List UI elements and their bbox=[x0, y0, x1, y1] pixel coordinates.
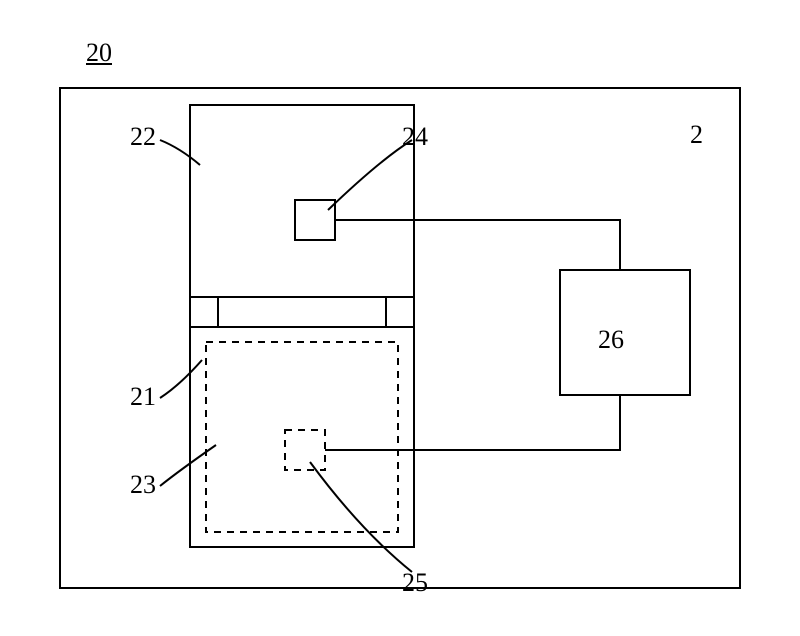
figure-number: 20 bbox=[86, 38, 112, 68]
label-dashed-block: 23 bbox=[130, 470, 156, 500]
diagram-canvas bbox=[0, 0, 800, 636]
label-upper-block: 22 bbox=[130, 122, 156, 152]
label-right-block: 26 bbox=[598, 325, 624, 355]
label-small-dashed: 25 bbox=[402, 568, 428, 598]
label-small-upper: 24 bbox=[402, 122, 428, 152]
label-outer-frame: 2 bbox=[690, 120, 703, 150]
label-lower-block: 21 bbox=[130, 382, 156, 412]
